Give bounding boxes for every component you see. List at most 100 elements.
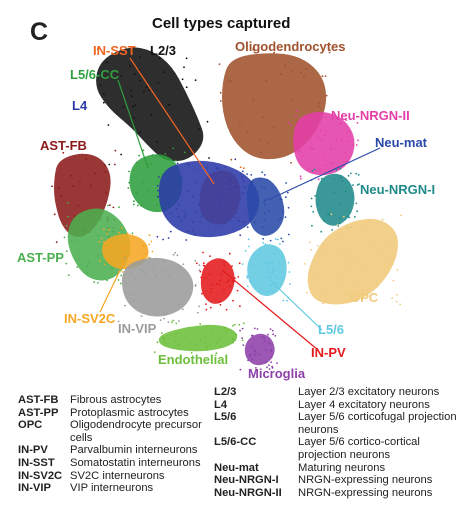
legend-abbr: Neu-mat [214, 461, 259, 474]
cell-point [246, 192, 248, 195]
leader-line [129, 57, 215, 185]
cell-point [132, 117, 135, 120]
legend-row: Neu-NRGN-II NRGN-expressing neurons [214, 487, 470, 500]
cell-point [259, 152, 262, 154]
cell-point [333, 178, 335, 180]
cell-point [249, 355, 252, 358]
cell-point [268, 210, 271, 213]
cell-point [114, 163, 116, 166]
cell-point [345, 119, 348, 121]
label-neu-nrgn-ii: Neu-NRGN-II [331, 108, 410, 123]
legend-abbr: Neu-NRGN-II [214, 486, 282, 499]
cell-point [335, 139, 338, 142]
cell-point [112, 260, 115, 262]
cell-point [85, 158, 88, 161]
cell-point [286, 299, 288, 302]
cell-point [276, 362, 278, 364]
cell-point [99, 84, 102, 86]
cell-point [319, 168, 322, 171]
cell-point [295, 121, 298, 123]
cell-point [195, 343, 198, 346]
cell-point [128, 181, 131, 184]
cell-point [267, 143, 270, 145]
cell-point [280, 198, 283, 201]
cell-point [270, 361, 272, 364]
cell-point [342, 215, 345, 218]
label-neu-nrgn-i: Neu-NRGN-I [360, 182, 436, 197]
cell-point [337, 278, 340, 280]
cell-point [312, 277, 315, 280]
cell-point [140, 263, 143, 266]
cell-point [239, 166, 242, 169]
cell-point [140, 205, 143, 207]
cell-point [131, 95, 133, 98]
cell-point [60, 195, 62, 197]
cell-point [183, 335, 186, 338]
cell-point [174, 340, 176, 343]
cell-point [106, 279, 108, 282]
cell-point [147, 256, 150, 259]
cell-point [287, 121, 290, 124]
cell-point [320, 230, 323, 233]
cluster-opc [303, 213, 402, 306]
cell-point [339, 222, 341, 225]
cell-point [323, 153, 326, 156]
label-l5-6-cc: L5/6-CC [70, 67, 120, 82]
cell-point [349, 248, 351, 251]
cell-point [132, 294, 135, 296]
cell-point [325, 94, 328, 97]
cell-point [168, 274, 171, 277]
cell-point [350, 263, 353, 266]
cell-point [117, 320, 120, 323]
cell-point [324, 164, 327, 166]
cell-point [284, 196, 287, 199]
cell-point [230, 80, 233, 83]
cell-point [299, 149, 302, 152]
cell-point [272, 268, 275, 271]
cell-point [280, 237, 283, 240]
cell-point [305, 68, 308, 71]
legend-desc: SV2C interneurons [70, 469, 165, 482]
cell-point [70, 174, 73, 177]
label-neu-mat: Neu-mat [375, 135, 428, 150]
cell-point [229, 188, 231, 191]
cell-point [306, 123, 309, 125]
leader-line [267, 147, 381, 201]
legend-row: IN-PV Parvalbumin interneurons [18, 444, 218, 457]
cell-point [147, 279, 149, 281]
cell-point [317, 111, 319, 114]
cell-point [150, 240, 153, 243]
cell-point [176, 254, 179, 257]
cell-point [272, 333, 274, 336]
cell-point [229, 178, 232, 181]
cell-point [341, 180, 344, 183]
cell-point [96, 216, 99, 218]
legend-desc: VIP interneurons [70, 482, 154, 495]
cell-point [257, 254, 260, 256]
cell-point [140, 268, 142, 271]
cell-point [194, 79, 197, 82]
cell-point [156, 341, 159, 344]
cell-point [198, 264, 201, 267]
cell-point [172, 319, 175, 322]
cell-point [218, 301, 221, 303]
cell-point [120, 74, 123, 77]
cell-point [248, 179, 251, 182]
cell-point [51, 185, 53, 188]
cell-point [132, 299, 135, 302]
label-in-sst: IN-SST [93, 43, 136, 58]
cell-point [289, 283, 291, 285]
cell-point [118, 206, 120, 209]
cell-point [303, 263, 306, 265]
cell-point [79, 180, 81, 183]
legend-left: AST-FB Fibrous astrocytes AST-PP Protoplas… [18, 394, 218, 495]
cell-point [228, 252, 231, 255]
cell-point [277, 238, 279, 241]
cell-point [98, 240, 101, 243]
cell-point [182, 263, 185, 266]
cell-point [149, 257, 152, 259]
cell-point [246, 173, 249, 176]
cell-point [131, 232, 134, 235]
cell-point [234, 158, 237, 161]
cell-point [230, 158, 233, 161]
